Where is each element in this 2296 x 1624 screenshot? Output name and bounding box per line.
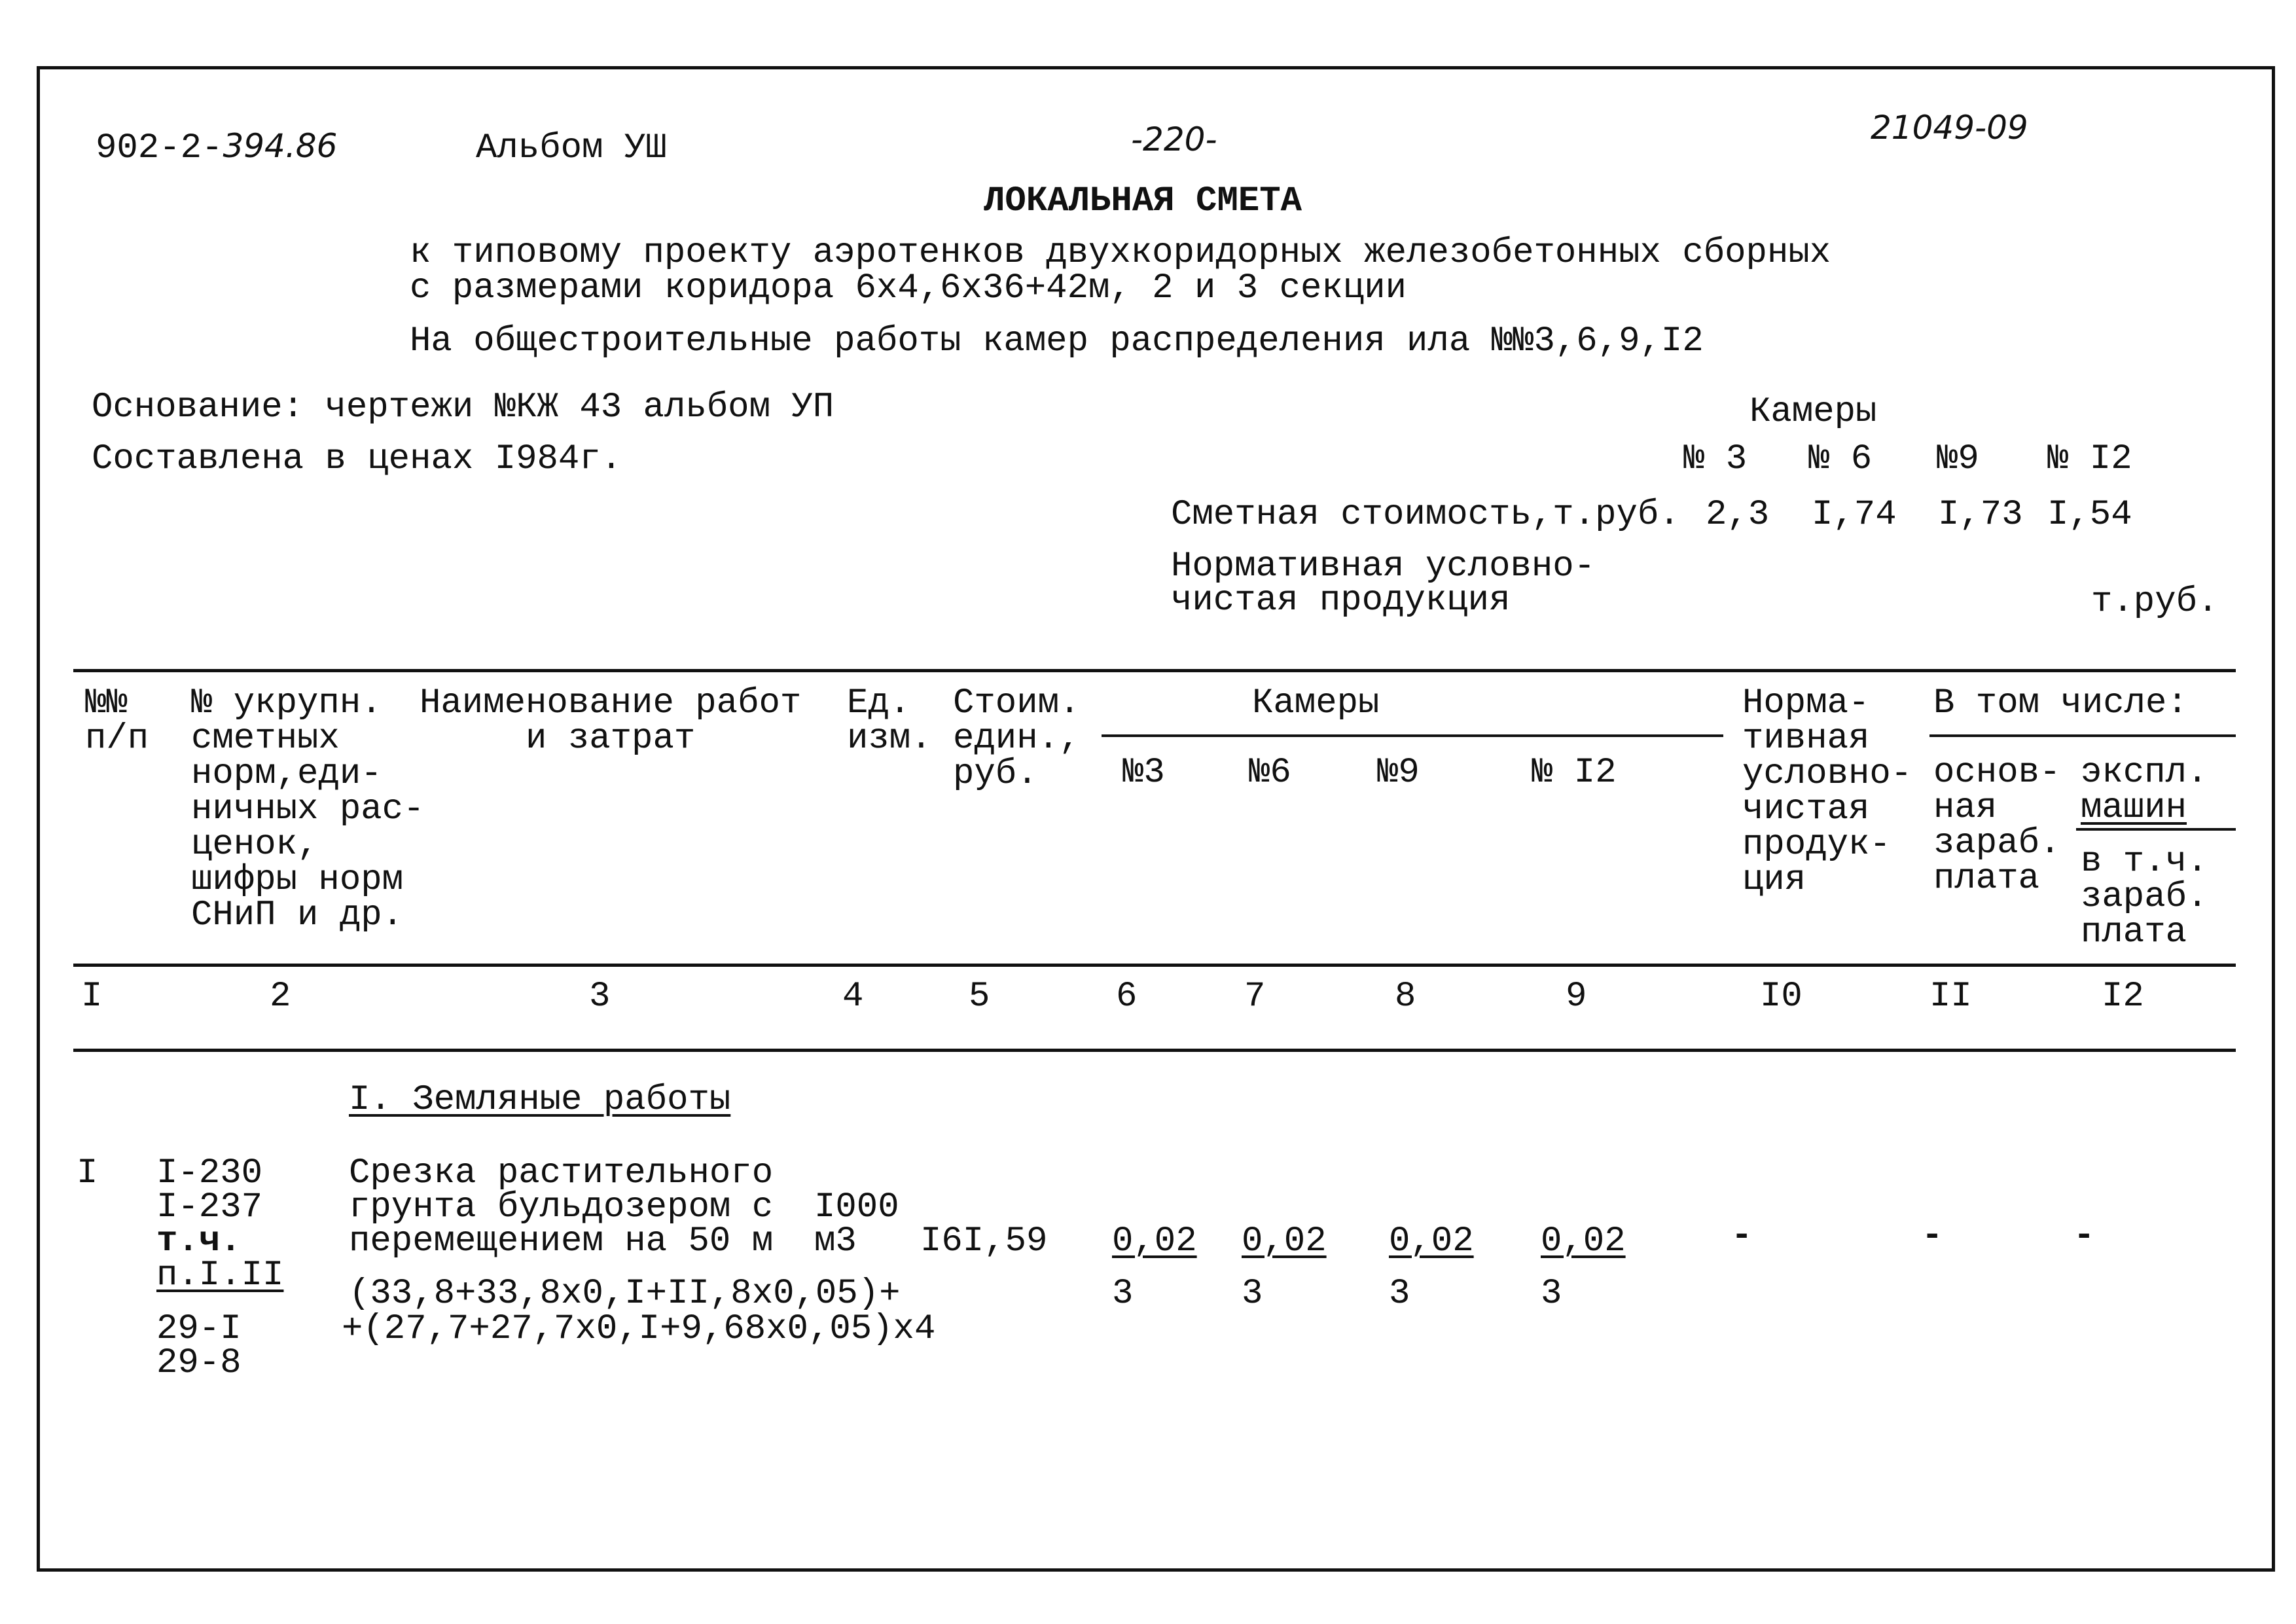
col-num-11: II	[1929, 977, 1972, 1017]
col-num-6: 6	[1116, 977, 1138, 1017]
cost-chamber-9: I,73	[1938, 495, 2023, 535]
basis: Основание: чертежи №КЖ 43 альбом УП	[92, 388, 834, 427]
subtitle-line-1: к типовому проекту аэротенков двухкоридо…	[410, 233, 1831, 273]
header-machines-1: экспл.	[2081, 753, 2208, 793]
header-chambers: Камеры	[1252, 683, 1380, 723]
row-chamber-6-sub: 3	[1242, 1274, 1263, 1314]
col-num-4: 4	[842, 977, 864, 1017]
col-num-2: 2	[270, 977, 291, 1017]
header-including: В том числе:	[1933, 683, 2188, 723]
header-chamber-6: №6	[1249, 753, 1291, 793]
col-num-3: 3	[589, 977, 611, 1017]
header-chamber-9: №9	[1377, 753, 1420, 793]
header-chamber-12: № I2	[1532, 753, 1617, 793]
row-chamber-9-sub: 3	[1389, 1274, 1410, 1314]
row-normative: -	[1731, 1216, 1753, 1256]
header-bottom-rule	[73, 964, 2236, 967]
album-label: Альбом УШ	[476, 128, 667, 168]
row-code-6: 29-8	[156, 1343, 242, 1383]
normative-unit: т.руб.	[2091, 582, 2219, 622]
cost-chamber-6: I,74	[1812, 495, 1897, 535]
summary-chamber-3: № 3	[1683, 439, 1748, 479]
table-top-rule	[73, 669, 2236, 672]
row-formula-1: (33,8+33,8х0,I+II,8х0,05)+	[349, 1274, 901, 1314]
header-machines-2: машин	[2081, 788, 2187, 828]
subtitle-line-3: На общестроительные работы камер распред…	[410, 321, 1704, 361]
row-chamber-12: 0,02	[1541, 1221, 1626, 1261]
header-normative: Норма- тивная условно- чистая продук- ци…	[1742, 683, 1912, 900]
subtitle-line-2: с размерами коридора 6х4,6х36+42м, 2 и 3…	[410, 268, 1407, 308]
column-numbers-rule	[73, 1049, 2236, 1052]
header-unit-cost: Стоим. един., руб.	[953, 683, 1081, 794]
project-code-printed: 902-2-	[96, 128, 223, 168]
header-unit: Ед. изм.	[847, 683, 932, 759]
normative-label-1: Нормативная условно-	[1171, 547, 1596, 586]
summary-chamber-9: №9	[1937, 439, 1979, 479]
project-code: 902-2-394.86	[96, 128, 337, 166]
summary-chamber-6: № 6	[1808, 439, 1873, 479]
cost-label: Сметная стоимость,т.руб.	[1171, 495, 1680, 535]
col-num-7: 7	[1244, 977, 1266, 1017]
col-num-9: 9	[1566, 977, 1587, 1017]
row-wages: -	[1922, 1216, 1943, 1256]
row-machines: -	[2073, 1216, 2095, 1256]
project-code-handwritten: 394.86	[223, 127, 338, 165]
row-chamber-3: 0,02	[1112, 1221, 1197, 1261]
page-frame	[37, 66, 2275, 1572]
col-num-12: I2	[2102, 977, 2144, 1017]
summary-chambers-label: Камеры	[1749, 392, 1877, 432]
col-num-10: I0	[1760, 977, 1803, 1017]
col-num-8: 8	[1395, 977, 1416, 1017]
cost-chamber-3: 2,3	[1706, 495, 1770, 535]
row-unit-cost: I6I,59	[920, 1221, 1048, 1261]
row-code-5: 29-I	[156, 1309, 242, 1349]
row-code-3: т.ч.	[156, 1221, 242, 1261]
normative-label-2: чистая продукция	[1171, 581, 1511, 621]
inventory-number: 21049-09	[1871, 109, 2028, 147]
row-code-2: I-237	[156, 1187, 263, 1227]
row-code-1: I-230	[156, 1153, 263, 1193]
row-number: I	[77, 1153, 98, 1193]
header-row-number: №№ п/п	[85, 683, 149, 759]
including-rule	[1929, 734, 2236, 737]
row-unit-2: м3	[814, 1221, 857, 1261]
row-name-3: перемещением на 50 м	[349, 1221, 774, 1261]
header-chamber-3: №3	[1122, 753, 1165, 793]
col-num-1: I	[81, 977, 103, 1017]
document-title: ЛОКАЛЬНАЯ СМЕТА	[984, 181, 1302, 221]
header-machine-wages: в т.ч. зараб. плата	[2081, 842, 2208, 952]
row-chamber-9: 0,02	[1389, 1221, 1474, 1261]
price-level: Составлена в ценах I984г.	[92, 439, 622, 479]
row-unit-1: I000	[814, 1187, 899, 1227]
section-title: I. Земляные работы	[349, 1080, 731, 1120]
row-code-4: п.I.II	[156, 1255, 284, 1295]
machines-rule	[2076, 828, 2236, 831]
row-chamber-6: 0,02	[1242, 1221, 1327, 1261]
header-base-wages: основ- ная зараб. плата	[1933, 753, 2061, 899]
row-name-1: Срезка растительного	[349, 1153, 774, 1193]
cost-chamber-12: I,54	[2047, 495, 2132, 535]
row-formula-2: +(27,7+27,7х0,I+9,68х0,05)х4	[342, 1309, 936, 1349]
row-name-2: грунта бульдозером с	[349, 1187, 774, 1227]
row-chamber-3-sub: 3	[1112, 1274, 1134, 1314]
header-norm-codes: № укрупн. сметных норм,еди- ничных рас- …	[191, 683, 425, 935]
col-num-5: 5	[969, 977, 990, 1017]
page-number: -220-	[1131, 120, 1217, 158]
chambers-rule	[1102, 734, 1723, 737]
summary-chamber-12: № I2	[2047, 439, 2132, 479]
row-chamber-12-sub: 3	[1541, 1274, 1562, 1314]
header-work-name: Наименование работ и затрат	[420, 683, 802, 759]
